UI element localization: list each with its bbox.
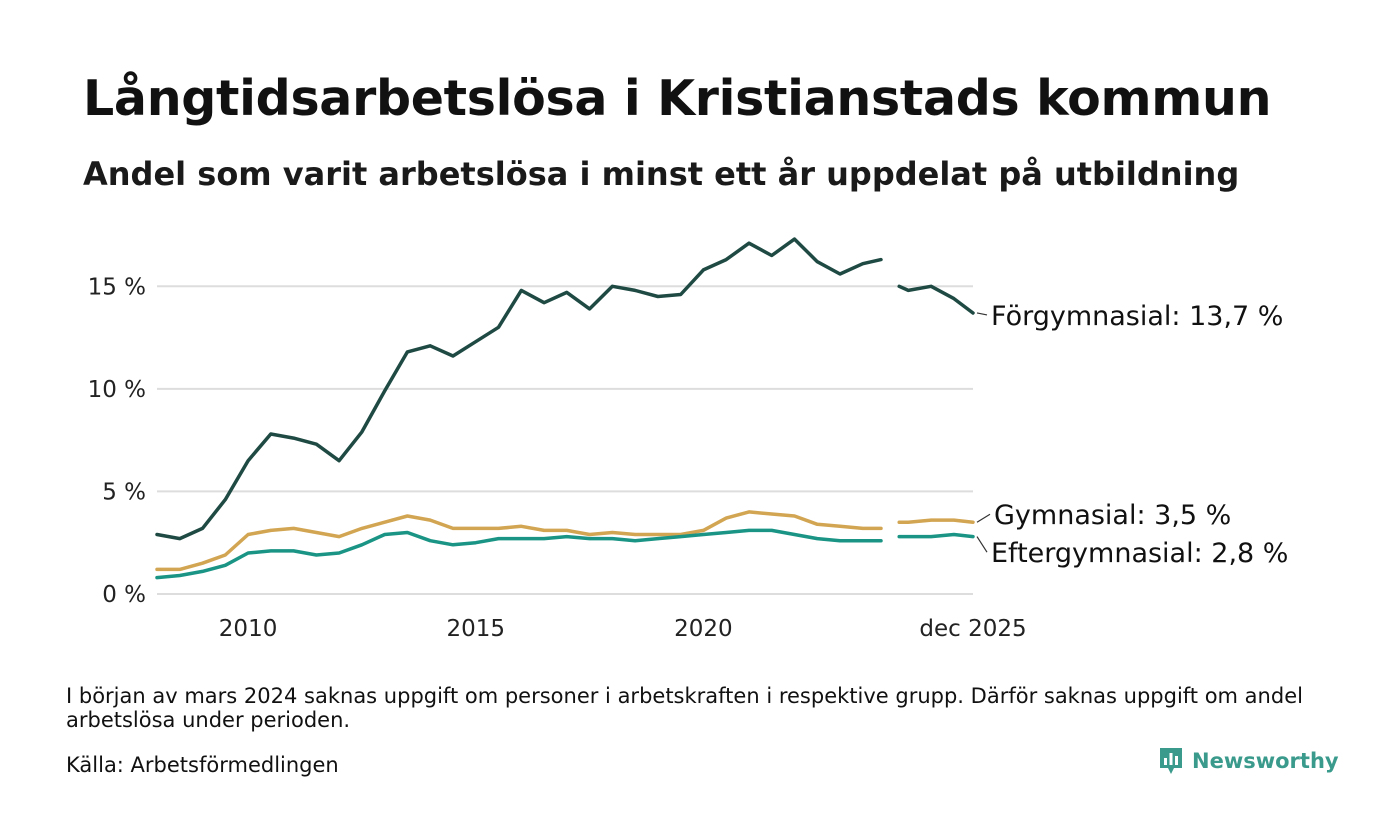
chart-subtitle: Andel som varit arbetslösa i minst ett å… <box>83 155 1240 193</box>
y-tick-label: 10 % <box>88 377 146 403</box>
newsworthy-logo: Newsworthy <box>1158 746 1339 776</box>
brand-name: Newsworthy <box>1192 749 1339 773</box>
gridlines <box>157 285 973 595</box>
y-tick-label: 5 % <box>102 479 146 505</box>
x-tick-label: 2015 <box>446 616 505 642</box>
x-tick-label: 2010 <box>219 616 278 642</box>
x-tick-label: dec 2025 <box>919 616 1026 642</box>
end-label-frgymnasial: Förgymnasial: 13,7 % <box>991 301 1283 332</box>
footnote: I början av mars 2024 saknas uppgift om … <box>66 684 1303 732</box>
series-line-frgymnasial-early <box>155 237 883 541</box>
source-text: Källa: Arbetsförmedlingen <box>66 753 339 777</box>
newsworthy-icon <box>1160 748 1182 774</box>
series-line-eftergymnasial-early <box>155 528 883 580</box>
end-label-leader-frgymnasial <box>976 312 988 316</box>
end-label-gymnasial: Gymnasial: 3,5 % <box>994 500 1231 531</box>
end-label-leader-gymnasial <box>976 513 991 523</box>
series-lines <box>155 237 975 580</box>
series-line-gymnasial-early <box>155 510 883 572</box>
x-axis-ticks: 2010 2015 2020 dec 2025 <box>219 616 1027 642</box>
chart-title: Långtidsarbetslösa i Kristianstads kommu… <box>83 70 1272 127</box>
y-tick-label: 0 % <box>102 582 146 608</box>
x-tick-label: 2020 <box>674 616 733 642</box>
series-line-frgymnasial-late <box>897 284 975 315</box>
end-labels: Förgymnasial: 13,7 % Gymnasial: 3,5 % Efte… <box>976 301 1288 569</box>
series-line-eftergymnasial-late <box>897 532 975 539</box>
y-axis-ticks: 0 % 5 % 10 % 15 % <box>88 274 146 608</box>
end-label-eftergymnasial: Eftergymnasial: 2,8 % <box>991 538 1288 569</box>
y-tick-label: 15 % <box>88 274 146 300</box>
end-label-leader-eftergymnasial <box>976 536 988 553</box>
series-line-gymnasial-late <box>897 518 975 524</box>
